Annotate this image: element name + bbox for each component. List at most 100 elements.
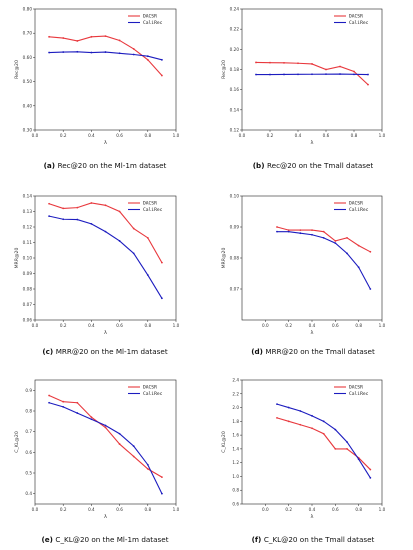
data-point-calirec xyxy=(132,252,135,255)
data-point-dacsr xyxy=(311,427,313,430)
caption-text: Rec@20 on the Ml-1m dataset xyxy=(58,161,167,170)
data-point-dacsr xyxy=(76,40,79,42)
data-point-calirec xyxy=(62,51,65,53)
panel-caption: (f) C_KL@20 on the Tmall dataset xyxy=(252,535,375,544)
x-tick-label: 0.4 xyxy=(88,323,95,328)
y-tick-label: 0.9 xyxy=(25,388,32,393)
y-tick-label: 0.70 xyxy=(23,31,33,36)
axes-frame xyxy=(34,379,177,505)
x-tick-label: 0.4 xyxy=(309,323,316,328)
caption-text: Rec@20 on the Tmall dataset xyxy=(267,161,373,170)
caption-text: C_KL@20 on the Tmall dataset xyxy=(264,535,375,544)
x-axis-label: λ xyxy=(104,140,107,146)
data-point-calirec xyxy=(104,230,107,233)
data-point-calirec xyxy=(322,236,325,239)
data-point-calirec xyxy=(357,266,360,269)
x-tick-label: 0.0 xyxy=(32,133,39,138)
caption-label: (f) xyxy=(252,535,264,544)
data-point-dacsr xyxy=(48,202,50,205)
data-point-calirec xyxy=(367,73,369,76)
y-tick-label: 1.2 xyxy=(232,460,239,465)
legend-entry-calirec: CaliRec xyxy=(143,207,163,213)
data-point-dacsr xyxy=(276,416,278,419)
chart-panel-e: 0.0 0.2 0.4 0.6 0.8 1.0 0.4 0.5 0.6 0.7 0.8 0.9 λ C_K… xyxy=(14,379,180,544)
data-point-calirec xyxy=(287,406,290,409)
data-point-dacsr xyxy=(325,68,327,71)
data-point-calirec xyxy=(104,51,107,53)
data-point-calirec xyxy=(339,73,341,75)
legend-entry-dacsr: DACSR xyxy=(143,14,157,20)
data-point-dacsr xyxy=(161,261,163,264)
x-tick-label: 0.2 xyxy=(60,507,67,512)
y-tick-label: 0.07 xyxy=(230,287,240,292)
data-point-calirec xyxy=(311,233,313,236)
data-point-dacsr xyxy=(62,400,65,403)
x-tick-label: 0.6 xyxy=(116,323,123,328)
y-axis-label: MRR@20 xyxy=(221,248,227,269)
y-tick-label: 0.40 xyxy=(23,103,33,108)
caption-label: (e) xyxy=(41,535,55,544)
data-point-dacsr xyxy=(311,63,313,65)
y-tick-label: 0.20 xyxy=(230,47,240,52)
legend-entry-calirec: CaliRec xyxy=(349,391,369,397)
data-point-calirec xyxy=(369,476,372,479)
x-tick-label: 1.0 xyxy=(173,323,180,328)
data-point-calirec xyxy=(146,463,149,466)
legend-entry-dacsr: DACSR xyxy=(143,385,157,391)
x-tick-label: 0.6 xyxy=(323,133,330,138)
x-axis-label: λ xyxy=(104,330,107,336)
data-point-calirec xyxy=(48,401,50,404)
data-point-calirec xyxy=(161,58,163,61)
data-point-calirec xyxy=(90,418,93,421)
y-tick-label: 1.4 xyxy=(232,446,239,451)
data-point-calirec xyxy=(62,218,65,221)
data-point-calirec xyxy=(276,403,278,406)
axes-frame xyxy=(34,8,177,131)
data-point-dacsr xyxy=(132,455,135,458)
caption-text: MRR@20 on the Ml-1m dataset xyxy=(56,347,168,356)
y-tick-label: 2.0 xyxy=(232,405,239,410)
legend-entry-dacsr: DACSR xyxy=(349,201,363,207)
data-point-calirec xyxy=(90,223,93,225)
y-tick-label: 0.6 xyxy=(25,450,32,455)
data-point-calirec xyxy=(146,55,149,58)
data-point-calirec xyxy=(311,73,313,76)
data-point-calirec xyxy=(334,428,337,431)
x-tick-label: 0.8 xyxy=(355,507,362,512)
data-point-calirec xyxy=(90,51,93,54)
data-point-dacsr xyxy=(104,426,107,429)
data-point-calirec xyxy=(311,414,313,417)
data-point-dacsr xyxy=(48,394,50,397)
legend-entry-calirec: CaliRec xyxy=(349,207,369,213)
x-tick-label: 0.4 xyxy=(295,133,302,138)
y-tick-label: 0.8 xyxy=(232,488,239,493)
x-tick-label: 0.0 xyxy=(32,323,39,328)
data-point-dacsr xyxy=(346,447,348,450)
data-point-calirec xyxy=(283,73,285,76)
data-point-calirec xyxy=(297,73,299,76)
data-point-dacsr xyxy=(299,423,302,426)
data-point-calirec xyxy=(132,53,135,56)
legend-entry-dacsr: DACSR xyxy=(349,14,363,20)
x-tick-label: 0.2 xyxy=(60,133,67,138)
y-tick-label: 0.11 xyxy=(23,240,33,245)
x-tick-label: 0.0 xyxy=(239,133,246,138)
panel-caption: (c) MRR@20 on the Ml-1m dataset xyxy=(42,347,167,356)
y-tick-label: 0.4 xyxy=(25,491,32,496)
data-point-dacsr xyxy=(90,35,93,38)
x-tick-label: 0.6 xyxy=(332,323,339,328)
data-point-calirec xyxy=(161,297,163,300)
data-point-dacsr xyxy=(62,37,65,39)
series-line-dacsr xyxy=(276,226,371,253)
data-point-calirec xyxy=(132,445,135,448)
data-point-dacsr xyxy=(322,230,325,233)
y-tick-label: 0.30 xyxy=(23,128,33,133)
caption-label: (d) xyxy=(251,347,265,356)
data-point-dacsr xyxy=(269,61,271,64)
y-tick-label: 0.80 xyxy=(23,7,33,12)
y-tick-label: 0.09 xyxy=(230,225,240,230)
data-point-dacsr xyxy=(283,61,285,64)
data-point-dacsr xyxy=(255,61,257,64)
series-line-calirec xyxy=(49,51,163,61)
y-axis-label: Rec@20 xyxy=(221,60,227,79)
